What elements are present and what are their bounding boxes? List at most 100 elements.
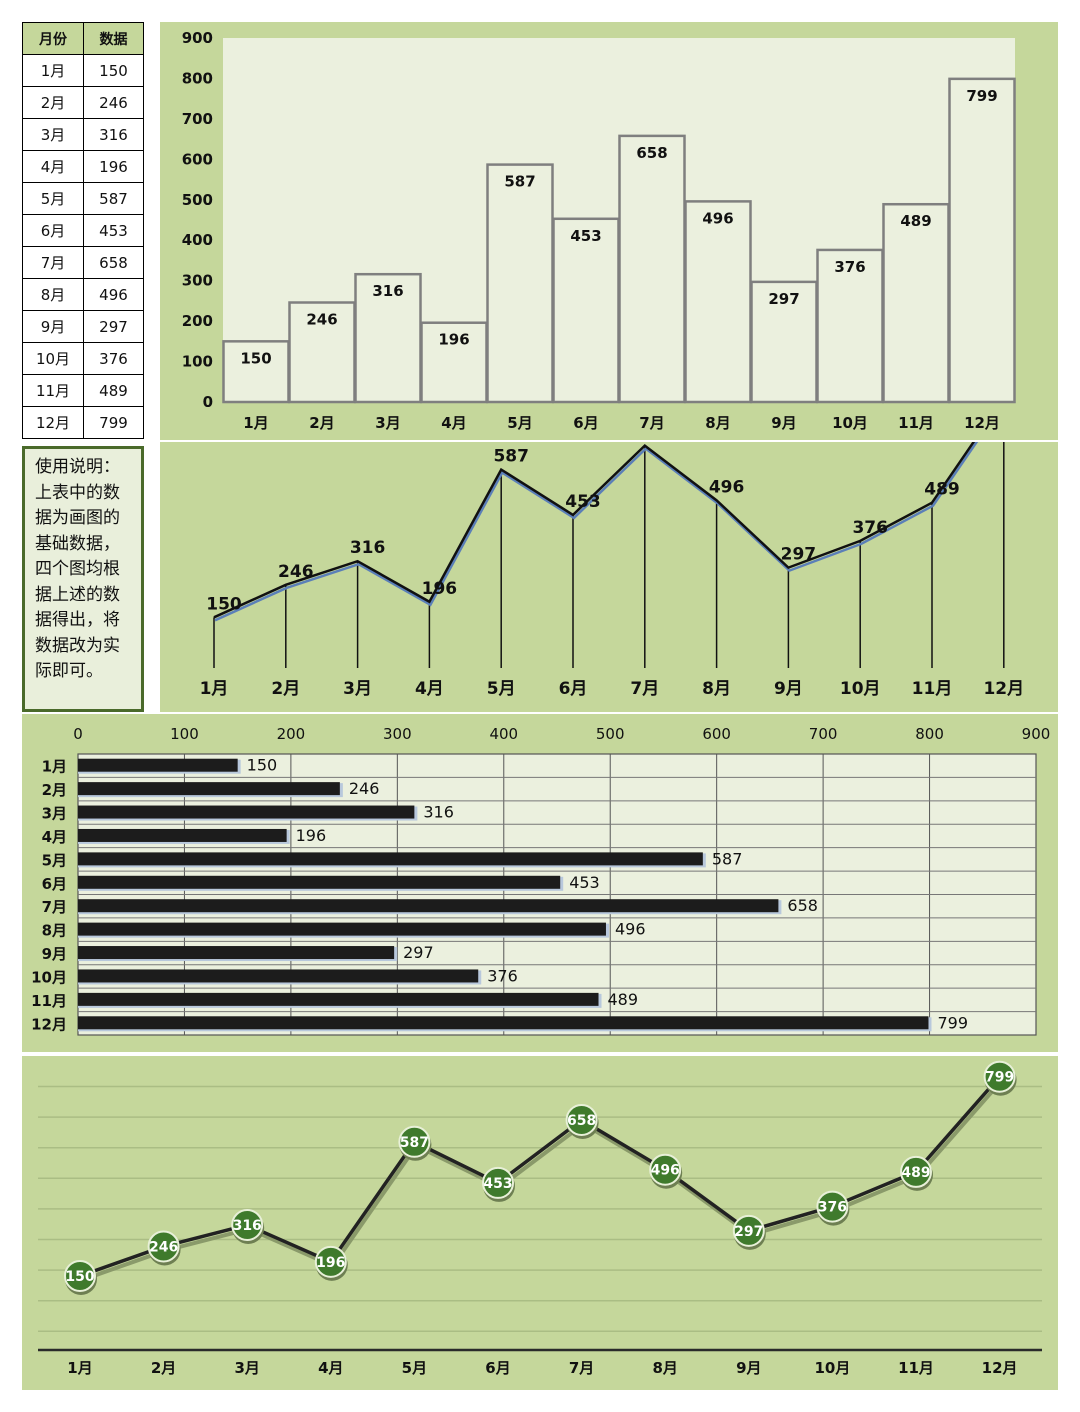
value-cell: 587 [83,182,144,215]
data-label: 658 [637,442,673,443]
column-bar [552,217,620,404]
data-label: 799 [966,87,997,105]
x-tick-label: 1月 [67,1359,92,1377]
x-tick-label: 4月 [415,679,444,699]
y-tick-label: 9月 [42,945,67,963]
month-cell: 9月 [22,310,84,343]
data-label: 799 [937,1013,968,1032]
table-row: 11月 489 [22,374,144,407]
value-cell: 376 [83,342,144,375]
data-point-marker [147,1230,180,1263]
y-tick-label: 200 [182,312,213,330]
data-label: 297 [768,290,799,308]
data-label: 316 [233,1218,262,1234]
data-point-marker [565,1103,598,1136]
x-tick-label: 3月 [375,414,400,432]
data-label: 297 [781,545,817,565]
x-tick-label: 11月 [898,1359,934,1377]
y-tick-label: 12月 [31,1015,67,1033]
table-row: 12月 799 [22,406,144,439]
horizontal-bar [78,969,479,983]
horizontal-bar [78,805,415,819]
y-tick-label: 3月 [42,805,67,823]
month-cell: 11月 [22,374,84,407]
month-cell: 6月 [22,214,84,247]
x-tick-label: 3月 [234,1359,259,1377]
value-cell: 316 [83,118,144,151]
y-tick-label: 1月 [42,758,67,776]
value-cell: 453 [83,214,144,247]
data-point-marker [64,1259,96,1292]
data-label: 150 [206,594,242,614]
table-row: 1月 150 [22,54,144,87]
data-label: 496 [709,477,745,497]
chart-area-background [22,1056,1058,1390]
horizontal-bar [78,992,599,1006]
data-label: 316 [423,803,454,822]
data-label: 376 [487,966,518,985]
x-tick-label: 9月 [736,1359,761,1377]
horizontal-bar [78,1016,929,1030]
x-tick-label: 7月 [630,679,659,699]
x-tick-label: 100 [170,725,199,743]
data-label: 658 [787,896,818,915]
data-label: 376 [852,518,888,538]
x-tick-label: 900 [1022,725,1051,743]
data-label: 246 [149,1239,178,1255]
x-tick-label: 9月 [771,414,796,432]
y-tick-label: 2月 [42,781,67,799]
horizontal-bar [78,875,561,889]
data-point-marker [231,1208,264,1241]
value-cell: 489 [83,374,144,407]
y-tick-label: 400 [182,231,213,249]
x-tick-label: 4月 [441,414,466,432]
horizontal-bar [78,828,287,842]
data-label: 587 [712,849,743,868]
data-label: 489 [924,480,960,500]
value-cell: 196 [83,150,144,183]
data-label: 150 [240,349,271,367]
column-chart: 0 100 200 300 400 500 600 700 800 900 150 1月 246 2月 31… [160,22,1058,440]
x-tick-label: 0 [73,725,83,743]
data-point-marker [732,1214,765,1247]
horizontal-bar [78,922,606,936]
month-column-header: 月份 [22,22,84,55]
column-bar [684,200,752,404]
data-point-marker [900,1155,932,1188]
data-label: 453 [565,492,601,512]
data-label: 316 [350,538,386,558]
table-row: 7月 658 [22,246,144,279]
data-label: 297 [403,943,434,962]
month-cell: 10月 [22,342,84,375]
x-tick-label: 2月 [151,1359,176,1377]
y-tick-label: 7月 [42,898,67,916]
x-tick-label: 7月 [639,414,664,432]
table-row: 3月 316 [22,118,144,151]
x-tick-label: 1月 [243,414,268,432]
x-tick-label: 400 [489,725,518,743]
x-tick-label: 2月 [271,679,300,699]
data-point-marker [983,1060,1016,1093]
y-tick-label: 8月 [42,922,67,940]
column-bar [420,321,488,404]
data-label: 453 [570,227,601,245]
data-label: 496 [651,1163,680,1179]
table-header-row: 月份 数据 [22,22,144,55]
data-label: 496 [702,209,733,227]
data-label: 799 [985,1070,1014,1086]
value-cell: 799 [83,406,144,439]
x-tick-label: 11月 [898,414,934,432]
y-tick-label: 5月 [42,851,67,869]
x-tick-label: 800 [915,725,944,743]
data-label: 246 [306,311,337,329]
y-tick-label: 900 [182,29,213,47]
value-cell: 658 [83,246,144,279]
data-point-marker [314,1245,347,1278]
x-tick-label: 600 [702,725,731,743]
x-tick-label: 8月 [652,1359,677,1377]
y-tick-label: 0 [203,393,213,411]
column-bar [750,280,818,404]
data-label: 453 [483,1176,512,1192]
y-tick-label: 300 [182,272,213,290]
data-label: 246 [349,779,380,798]
